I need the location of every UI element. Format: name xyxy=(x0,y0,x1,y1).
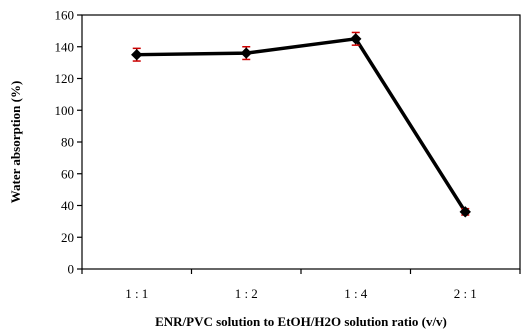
series-line xyxy=(136,37,467,213)
y-tick-label: 60 xyxy=(61,166,74,181)
y-tick-label: 40 xyxy=(61,198,74,213)
x-axis-title: ENR/PVC solution to EtOH/H2O solution ra… xyxy=(155,314,447,329)
x-tick-label: 1 : 2 xyxy=(235,286,258,301)
data-point xyxy=(350,33,362,45)
y-tick-label: 140 xyxy=(55,39,75,54)
series-layer xyxy=(131,31,471,218)
data-point xyxy=(459,206,471,218)
data-point xyxy=(131,48,143,61)
y-tick-label: 100 xyxy=(55,103,75,118)
y-tick-label: 0 xyxy=(68,262,75,277)
x-tick-label: 1 : 4 xyxy=(344,286,368,301)
y-axis-title: Water absorption (%) xyxy=(8,81,23,204)
data-point xyxy=(240,47,252,59)
y-tick-label: 160 xyxy=(55,8,75,23)
y-tick-label: 20 xyxy=(61,230,74,245)
x-tick-label: 1 : 1 xyxy=(125,286,148,301)
y-tick-label: 120 xyxy=(55,71,75,86)
x-axis: 1 : 1 1 : 2 1 : 4 2 : 1 xyxy=(81,269,521,301)
y-axis: 0 20 40 60 80 100 120 140 160 xyxy=(55,8,82,277)
x-tick-label: 2 : 1 xyxy=(454,286,477,301)
y-tick-label: 80 xyxy=(61,135,74,150)
